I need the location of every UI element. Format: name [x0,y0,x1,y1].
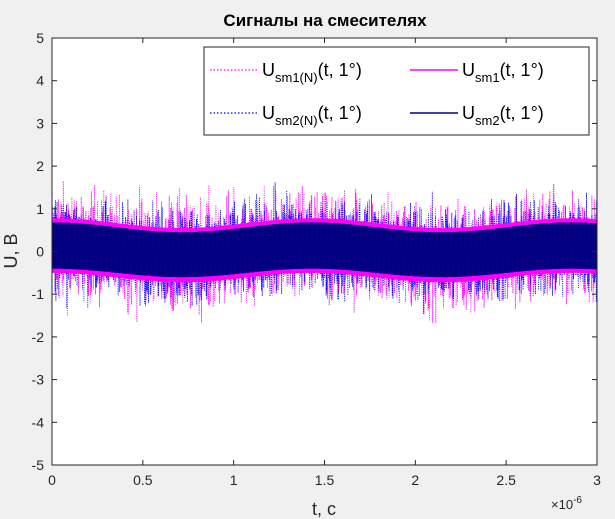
x-tick-label: 1 [230,472,238,488]
x-axis-label: t, c [312,499,336,519]
x-tick-label: 2 [411,472,419,488]
series-layer [52,180,597,324]
legend: Usm1(N)(t, 1°) Usm1(t, 1°) Usm2(N)(t, 1°… [203,46,590,136]
x-tick-label: 1.5 [315,472,335,488]
series-usm1-line [52,218,597,283]
y-axis-label: U, B [1,233,21,268]
x-tick-label: 2.5 [496,472,516,488]
y-tick-label: -2 [32,329,45,345]
x-tick-label: 0.5 [133,472,153,488]
x-tick-label: 3 [593,472,601,488]
legend-label-usm2: Usm2(t, 1°) [462,103,544,128]
y-tick-label: 1 [36,201,44,217]
chart-title: Сигналы на смесителях [223,11,427,30]
y-tick-label: 0 [36,244,44,260]
y-tick-label: 3 [36,115,44,131]
y-tick-label: 2 [36,158,44,174]
y-tick-label: -1 [32,286,45,302]
y-tick-label: -5 [32,457,45,473]
y-tick-label: -3 [32,372,45,388]
x-axis-ticks: 0 0.5 1 1.5 2 2.5 3 [48,38,601,488]
legend-label-usm2n: Usm2(N)(t, 1°) [262,103,362,128]
y-tick-label: 4 [36,73,44,89]
y-axis-ticks: -5 -4 -3 -2 -1 0 1 2 3 4 5 [32,30,597,473]
y-tick-label: 5 [36,30,44,46]
x-axis-exponent: ×10-6 [551,495,582,512]
legend-box [203,46,590,136]
legend-label-usm1: Usm1(t, 1°) [462,60,544,85]
series-usm2-line [52,222,597,278]
y-tick-label: -4 [32,414,45,430]
x-tick-label: 0 [48,472,56,488]
legend-label-usm1n: Usm1(N)(t, 1°) [262,60,362,85]
